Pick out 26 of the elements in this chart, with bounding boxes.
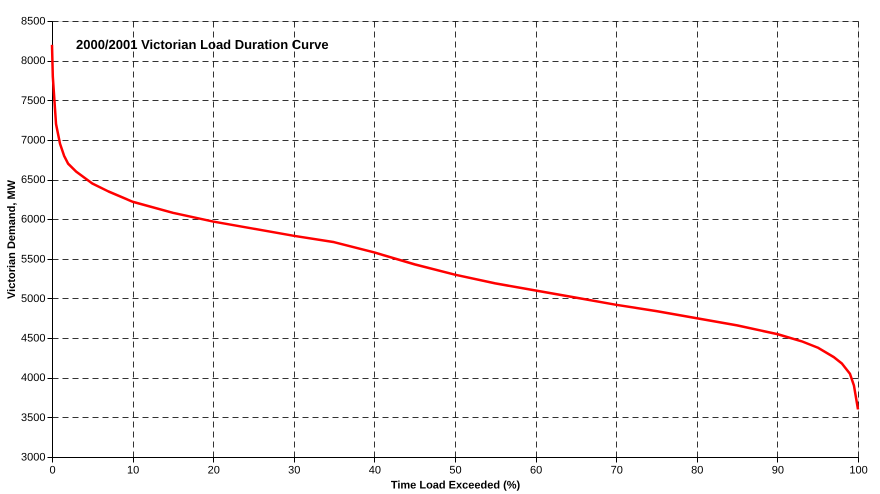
y-tick-label: 5000: [21, 292, 46, 305]
y-tick-label: 6500: [21, 174, 46, 186]
y-tick-label: 8000: [21, 55, 46, 68]
text: 2000/2001 Victorian Load Duration Curve: [76, 37, 329, 52]
x-tick-label: 20: [208, 464, 220, 476]
y-tick-label: 4000: [21, 372, 46, 384]
x-tick-label: 40: [368, 464, 382, 476]
x-tick-label: 50: [449, 464, 462, 476]
y-tick-label: 6000: [21, 214, 46, 226]
y-tick-label: 3000: [21, 452, 46, 464]
x-tick-label: 60: [530, 464, 542, 476]
y-tick-label: 7000: [21, 134, 46, 146]
x-tick-label: 80: [691, 464, 704, 476]
y-tick-label: 3500: [21, 412, 46, 424]
y-tick-label: 5500: [21, 253, 46, 266]
x-tick-label: 0: [49, 464, 56, 476]
x-tick-label: 30: [288, 464, 300, 476]
y-tick-label: 4500: [21, 332, 46, 345]
y-tick-label: 7500: [21, 94, 46, 107]
x-tick-label: 10: [126, 464, 140, 476]
x-tick-label: 70: [610, 464, 623, 476]
x-tick-label: 100: [849, 464, 868, 476]
x-tick-label: 90: [772, 464, 784, 476]
x-axis-title: Time Load Exceeded (%): [390, 480, 521, 492]
y-axis-title: Victorian Demand, MW: [6, 179, 18, 299]
y-tick-label: 8500: [21, 16, 46, 28]
